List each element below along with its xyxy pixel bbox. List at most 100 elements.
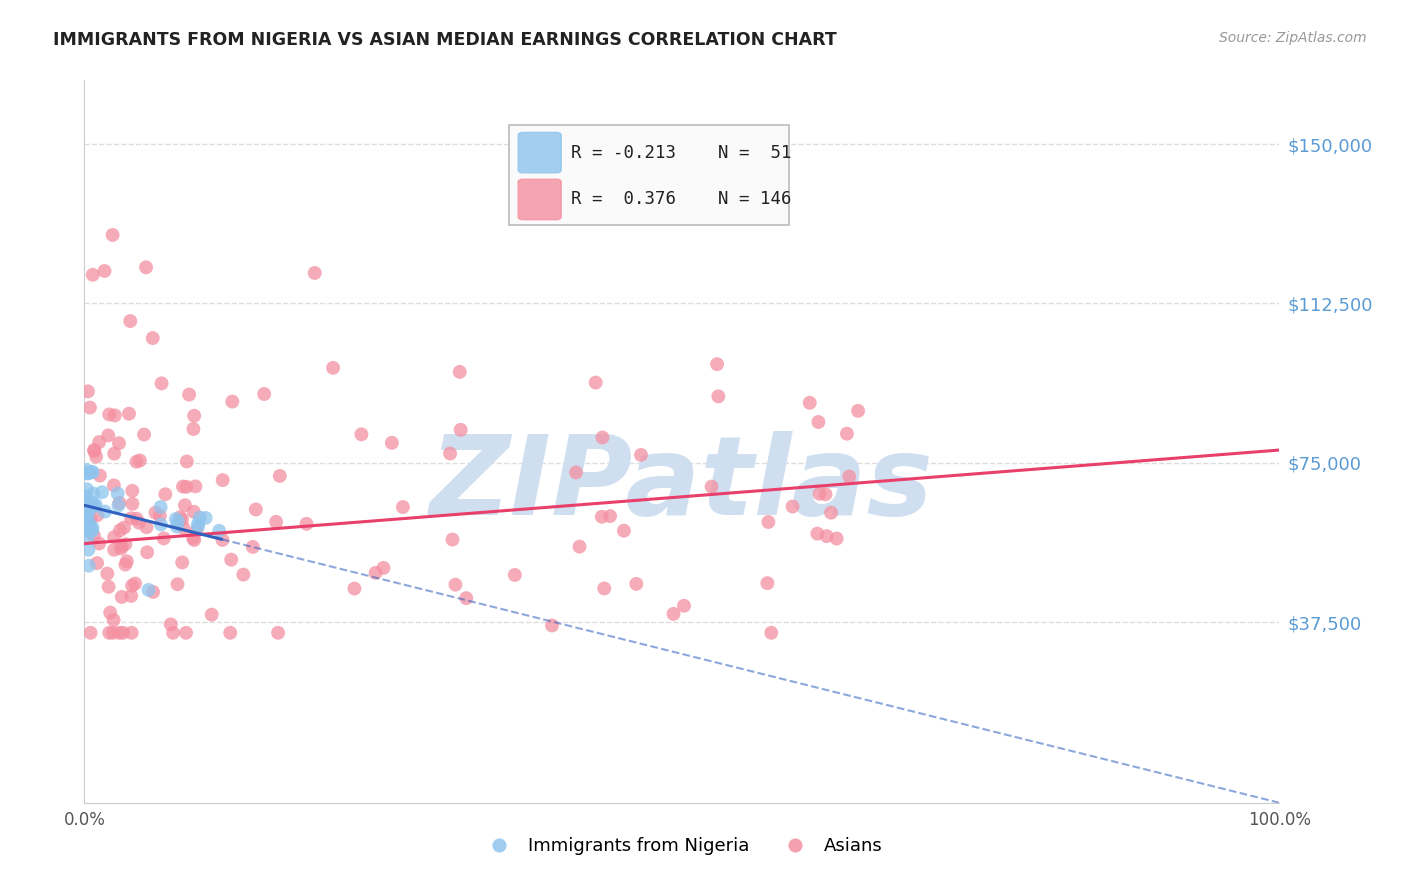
Point	[167, 515, 190, 529]
Point	[343, 582, 366, 596]
Point	[132, 427, 155, 442]
Point	[835, 426, 858, 441]
Point	[80, 465, 103, 479]
Point	[75, 505, 97, 519]
Point	[322, 360, 344, 375]
Point	[806, 526, 828, 541]
Point	[89, 435, 111, 450]
Point	[782, 500, 804, 514]
Point	[613, 524, 636, 538]
Point	[672, 599, 695, 613]
Point	[118, 407, 141, 421]
Text: R = -0.213    N =  51: R = -0.213 N = 51	[571, 144, 792, 161]
Point	[441, 533, 464, 547]
Point	[169, 510, 191, 524]
Point	[149, 500, 172, 514]
Point	[101, 625, 124, 640]
Point	[103, 530, 125, 544]
Point	[166, 519, 188, 533]
Point	[707, 389, 730, 403]
Point	[108, 496, 131, 510]
Point	[111, 625, 134, 640]
Point	[177, 387, 200, 401]
Point	[73, 510, 96, 524]
Point	[97, 580, 120, 594]
Point	[82, 465, 104, 479]
FancyBboxPatch shape	[519, 179, 561, 219]
Point	[150, 376, 173, 391]
Point	[120, 511, 142, 525]
Point	[128, 453, 150, 467]
Point	[77, 503, 100, 517]
Point	[87, 536, 110, 550]
Point	[364, 566, 387, 580]
Point	[107, 486, 129, 500]
Point	[82, 268, 104, 282]
Point	[77, 467, 100, 481]
Point	[77, 500, 100, 515]
Point	[77, 558, 100, 573]
Point	[253, 387, 276, 401]
Point	[188, 510, 211, 524]
Point	[194, 511, 217, 525]
Point	[121, 579, 143, 593]
Point	[155, 487, 177, 501]
Point	[86, 508, 108, 523]
Point	[76, 467, 98, 481]
Point	[245, 502, 267, 516]
Point	[295, 516, 318, 531]
Point	[103, 613, 125, 627]
Point	[756, 576, 779, 591]
Point	[392, 500, 415, 514]
Point	[599, 509, 621, 524]
Point	[756, 515, 779, 529]
Point	[439, 446, 461, 460]
Point	[208, 524, 231, 538]
Point	[706, 357, 728, 371]
Point	[152, 532, 174, 546]
Point	[80, 495, 103, 509]
Point	[373, 561, 395, 575]
Point	[75, 523, 97, 537]
Point	[174, 625, 197, 640]
Point	[201, 607, 224, 622]
Point	[808, 487, 831, 501]
Point	[93, 264, 115, 278]
Point	[183, 409, 205, 423]
Point	[103, 447, 125, 461]
Point	[75, 507, 97, 521]
Point	[73, 511, 96, 525]
Point	[83, 500, 105, 514]
Point	[187, 519, 209, 533]
Point	[165, 512, 187, 526]
Point	[149, 508, 172, 523]
Point	[184, 479, 207, 493]
Point	[267, 625, 290, 640]
Point	[79, 625, 101, 640]
Point	[114, 558, 136, 572]
Point	[142, 585, 165, 599]
Point	[814, 487, 837, 501]
Point	[626, 577, 648, 591]
Point	[112, 520, 135, 534]
Point	[98, 606, 121, 620]
Point	[75, 489, 97, 503]
Point	[75, 491, 97, 506]
Point	[630, 448, 652, 462]
Point	[103, 478, 125, 492]
Point	[125, 455, 148, 469]
Text: R =  0.376    N = 146: R = 0.376 N = 146	[571, 191, 792, 209]
Point	[187, 516, 209, 531]
Point	[135, 520, 157, 534]
Point	[91, 485, 114, 500]
Point	[166, 577, 188, 591]
Point	[183, 505, 205, 519]
Point	[111, 590, 134, 604]
Point	[76, 495, 98, 509]
Point	[593, 582, 616, 596]
Point	[101, 227, 124, 242]
Point	[111, 539, 134, 553]
Point	[264, 515, 287, 529]
Point	[125, 511, 148, 525]
Point	[136, 545, 159, 559]
